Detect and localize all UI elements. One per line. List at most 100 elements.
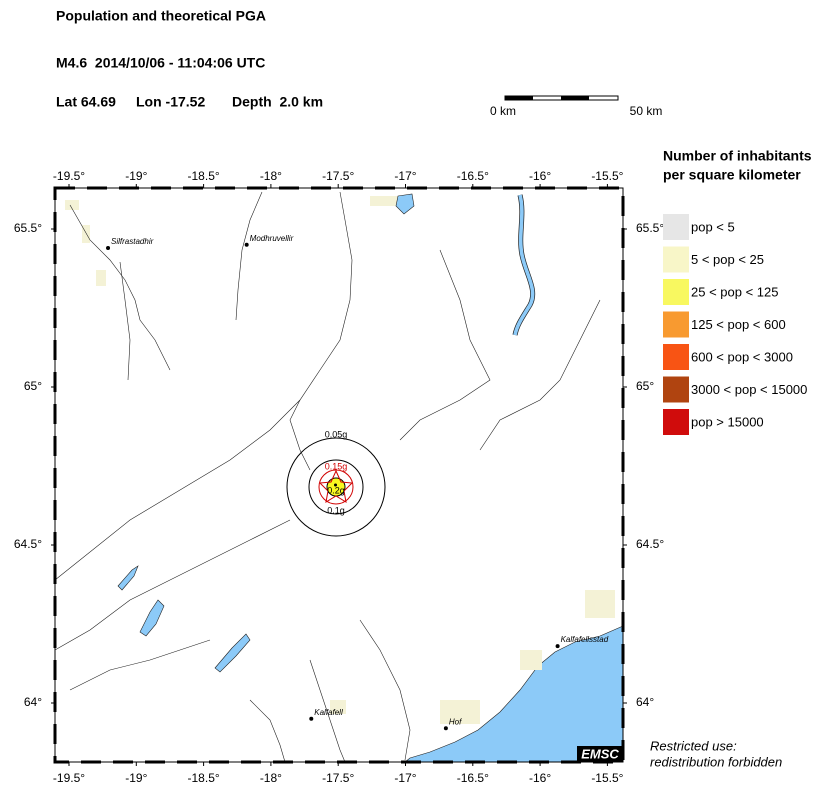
lat-tick-label: 65.5° bbox=[636, 221, 664, 235]
legend-label: 600 < pop < 3000 bbox=[691, 349, 793, 364]
place-label: Hof bbox=[449, 717, 462, 726]
legend-swatch bbox=[663, 344, 689, 370]
population-patch bbox=[585, 590, 615, 618]
river bbox=[69, 639, 211, 691]
lon-tick-label: -17° bbox=[394, 771, 416, 785]
legend-swatch bbox=[663, 409, 689, 435]
legend-label: 5 < pop < 25 bbox=[691, 252, 764, 267]
lon-tick-label: -15.5° bbox=[591, 169, 623, 183]
pga-ring bbox=[308, 459, 364, 515]
event-info: M4.6 2014/10/06 - 11:04:06 UTC bbox=[56, 55, 265, 71]
lon-tick-label: -17° bbox=[394, 169, 416, 183]
legend-label: 25 < pop < 125 bbox=[691, 284, 778, 299]
legend-swatch bbox=[663, 246, 689, 273]
scale-start: 0 km bbox=[490, 104, 516, 118]
badge-background bbox=[577, 746, 623, 762]
legend-title: Number of inhabitants bbox=[663, 148, 812, 164]
lon-tick-label: -18.5° bbox=[188, 169, 220, 183]
pga-label: 0.15g bbox=[325, 461, 348, 471]
notice: redistribution forbidden bbox=[650, 754, 782, 769]
lake bbox=[395, 193, 415, 215]
place-label: Kalfafell bbox=[314, 708, 343, 717]
lon-tick-label: -18° bbox=[260, 771, 282, 785]
place-marker bbox=[106, 245, 111, 250]
place-label: Modhruvellir bbox=[250, 234, 294, 243]
population-patch bbox=[82, 225, 90, 243]
legend-label: pop < 5 bbox=[691, 219, 735, 234]
lon-tick-label: -16° bbox=[529, 169, 551, 183]
lon-tick-label: -19.5° bbox=[53, 771, 85, 785]
lat-tick-label: 65.5° bbox=[14, 221, 42, 235]
legend-swatch bbox=[663, 214, 689, 240]
river-lake bbox=[513, 194, 535, 336]
population-patches bbox=[65, 196, 615, 724]
river bbox=[249, 699, 286, 763]
latitude: Lat 64.69 bbox=[56, 94, 116, 110]
map: 0.05g 0.15g 0.2g 0.1g EMSC Silfrastadhir… bbox=[53, 186, 625, 764]
lat-tick-label: 64.5° bbox=[14, 537, 42, 551]
map-frame-dashes bbox=[53, 186, 625, 764]
lon-tick-label: -15.5° bbox=[591, 771, 623, 785]
river bbox=[309, 659, 346, 763]
lat-tick-label: 65° bbox=[24, 379, 42, 393]
lon-tick-label: -18° bbox=[260, 169, 282, 183]
lon-tick-label: -16.5° bbox=[457, 169, 489, 183]
legend-label: pop > 15000 bbox=[691, 414, 764, 429]
lake bbox=[214, 633, 251, 673]
river bbox=[235, 191, 263, 321]
lake bbox=[139, 599, 165, 637]
legend-label: 3000 < pop < 15000 bbox=[691, 382, 807, 397]
population-patch bbox=[65, 200, 79, 210]
scale-bar-segment bbox=[561, 96, 589, 100]
lat-tick-label: 64.5° bbox=[636, 537, 664, 551]
epicenter bbox=[334, 483, 338, 487]
longitude: Lon -17.52 bbox=[136, 94, 205, 110]
badge: EMSC bbox=[581, 746, 619, 761]
population-patch bbox=[370, 196, 400, 206]
lon-tick-label: -18.5° bbox=[188, 771, 220, 785]
place-marker bbox=[244, 242, 249, 247]
pga-rings: 0.05g 0.15g 0.2g 0.1g bbox=[286, 429, 386, 537]
scale-bar-segment bbox=[505, 96, 533, 100]
pga-label: 0.05g bbox=[325, 429, 348, 439]
river bbox=[399, 249, 491, 441]
place-marker bbox=[443, 726, 448, 731]
notice: Restricted use: bbox=[650, 738, 737, 753]
lon-tick-label: -19° bbox=[125, 771, 147, 785]
lon-tick-label: -16° bbox=[529, 771, 551, 785]
place-label: Kalfafellsstad bbox=[561, 635, 609, 644]
lat-tick-label: 65° bbox=[636, 379, 654, 393]
scale-bar: 0 km 50 km bbox=[490, 95, 663, 118]
river bbox=[54, 519, 291, 651]
lat-tick-label: 64° bbox=[636, 695, 654, 709]
lon-tick-label: -17.5° bbox=[322, 169, 354, 183]
river bbox=[359, 619, 411, 761]
legend-title: per square kilometer bbox=[663, 167, 801, 183]
lon-tick-label: -17.5° bbox=[322, 771, 354, 785]
pga-label: 0.1g bbox=[327, 505, 345, 515]
pga-ring bbox=[286, 437, 386, 537]
legend-swatch bbox=[663, 311, 689, 338]
lake bbox=[117, 565, 139, 591]
legend-swatch bbox=[663, 279, 689, 305]
rivers bbox=[54, 191, 601, 763]
title: Population and theoretical PGA bbox=[56, 8, 266, 24]
population-patch bbox=[96, 270, 106, 286]
legend-label: 125 < pop < 600 bbox=[691, 317, 786, 332]
place-label: Silfrastadhir bbox=[111, 237, 154, 246]
epicenter-star bbox=[318, 469, 354, 503]
lon-tick-label: -16.5° bbox=[457, 771, 489, 785]
river bbox=[289, 399, 311, 471]
place-marker bbox=[309, 716, 314, 721]
place-marker bbox=[555, 644, 560, 649]
pga-label: 0.2g bbox=[327, 485, 345, 495]
river bbox=[479, 299, 601, 451]
population-patch bbox=[330, 700, 346, 714]
scale-end: 50 km bbox=[630, 104, 663, 118]
population-patch bbox=[440, 700, 480, 724]
legend-swatch bbox=[663, 376, 689, 403]
lon-tick-label: -19° bbox=[125, 169, 147, 183]
depth: Depth 2.0 km bbox=[232, 94, 323, 110]
river bbox=[69, 204, 171, 371]
